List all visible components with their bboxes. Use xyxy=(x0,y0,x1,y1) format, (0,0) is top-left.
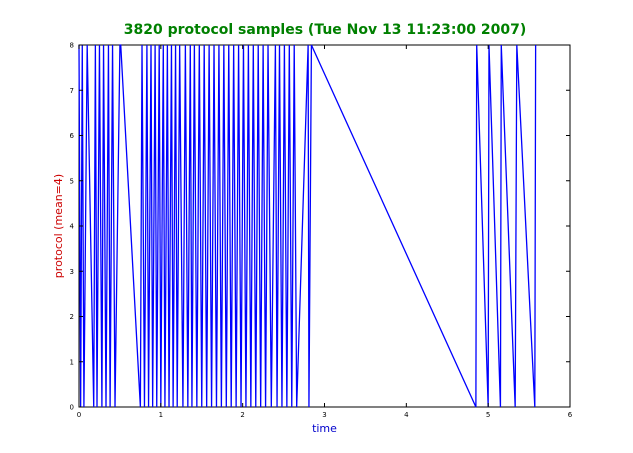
y-tick-label: 1 xyxy=(70,358,74,366)
x-tick-label: 6 xyxy=(568,411,573,419)
x-axis-label: time xyxy=(312,422,337,435)
x-tick-label: 0 xyxy=(77,411,81,419)
y-tick-label: 6 xyxy=(70,132,75,140)
x-tick-label: 1 xyxy=(159,411,163,419)
y-tick-label: 2 xyxy=(70,313,74,321)
y-tick-label: 7 xyxy=(70,87,74,95)
chart-title: 3820 protocol samples (Tue Nov 13 11:23:… xyxy=(124,22,527,38)
y-tick-label: 0 xyxy=(70,404,74,412)
x-tick-label: 2 xyxy=(240,411,244,419)
x-tick-label: 3 xyxy=(322,411,326,419)
x-tick-label: 5 xyxy=(486,411,490,419)
data-layer xyxy=(78,44,537,408)
x-tick-label: 4 xyxy=(404,411,409,419)
y-axis-label: protocol (mean=4) xyxy=(52,174,65,278)
y-tick-label: 8 xyxy=(70,42,74,50)
plot-area: 0 1 2 3 4 5 6 0 1 2 3 4 5 6 7 8 xyxy=(70,42,573,420)
y-tick-label: 4 xyxy=(70,223,75,231)
tick-layer: 0 1 2 3 4 5 6 0 1 2 3 4 5 6 7 8 xyxy=(70,42,573,420)
y-tick-label: 3 xyxy=(70,268,74,276)
y-tick-label: 5 xyxy=(70,177,74,185)
series-line-0 xyxy=(78,44,537,408)
